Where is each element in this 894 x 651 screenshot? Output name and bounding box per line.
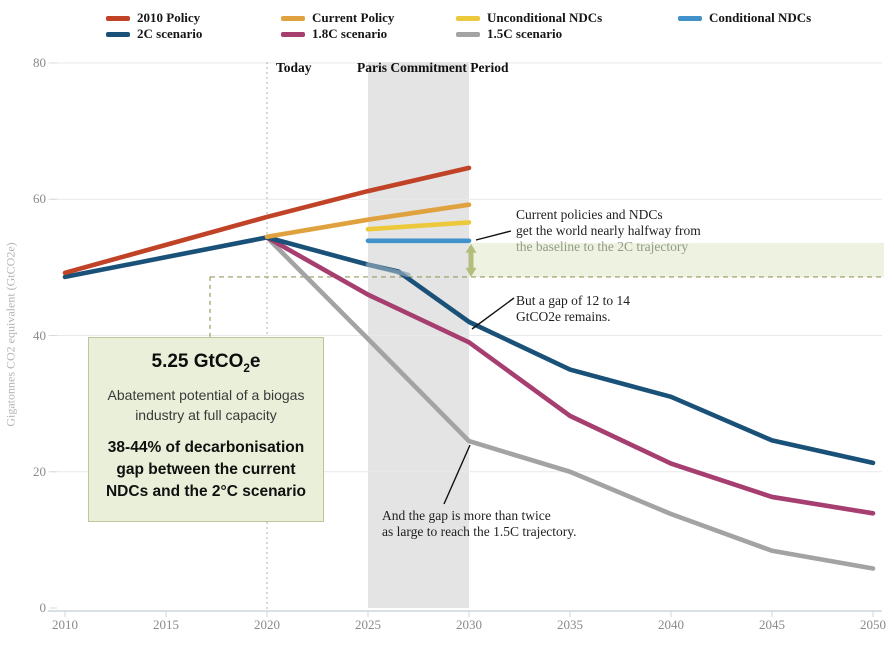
legend-label: 2C scenario (137, 26, 203, 41)
y-tick-label-40: 40 (33, 327, 46, 343)
annotation-gap: But a gap of 12 to 14 GtCO2e remains. (516, 293, 630, 325)
annotation-line: get the world nearly halfway from (516, 222, 701, 238)
annotation-line: as large to reach the 1.5C trajectory. (382, 523, 577, 539)
legend-swatch (106, 31, 130, 37)
gap-arrow-head-down (465, 267, 477, 277)
legend-swatch (281, 15, 305, 21)
legend-label: 2010 Policy (137, 10, 201, 25)
series-line-1-8c-scenario (264, 235, 876, 516)
y-tick-label-60: 60 (33, 191, 46, 207)
legend-swatch (106, 15, 130, 21)
today-label: Today (276, 60, 312, 75)
callout-line-halfway (475, 230, 512, 241)
series-line-2010-policy (62, 165, 472, 276)
paris-period-label: Paris Commitment Period (357, 60, 509, 75)
legend-label: 1.5C scenario (487, 26, 563, 41)
legend-item-current-policy: Current Policy (281, 10, 394, 26)
x-tick-label-2035: 2035 (557, 617, 583, 632)
legend-label: 1.8C scenario (312, 26, 388, 41)
abatement-callout-box: 5.25 GtCO2e Abatement potential of a bio… (88, 337, 324, 522)
series-line-2c-scenario (62, 235, 876, 466)
legend-label: Current Policy (312, 10, 395, 25)
y-tick-label-20: 20 (33, 463, 46, 479)
x-tick-label-2030: 2030 (456, 617, 482, 632)
legend-swatch (678, 15, 702, 21)
annotation-line: Current policies and NDCs (516, 207, 663, 222)
series-line-unconditional-ndcs (365, 220, 472, 232)
annotation-halfway: Current policies and NDCs get the world … (516, 207, 701, 254)
decarbonisation-gap-share: 38-44% of decarbonisation gap between th… (105, 438, 306, 500)
callout-line-gap-15c (443, 444, 471, 505)
annotation-line: the baseline to the 2C trajectory (516, 238, 689, 254)
series-line-current-policy (264, 202, 472, 240)
annotation-line: And the gap is more than twice (382, 508, 551, 523)
callout-line-gap (471, 297, 515, 330)
y-tick-label-80: 80 (33, 55, 46, 70)
x-tick-label-2050: 2050 (860, 617, 886, 632)
annotation-gap-15c: And the gap is more than twice as large … (382, 508, 577, 540)
legend-label: Unconditional NDCs (487, 10, 603, 25)
x-tick-label-2040: 2040 (658, 617, 684, 632)
abatement-description: Abatement potential of a biogas industry… (107, 386, 305, 423)
x-tick-label-2045: 2045 (759, 617, 785, 632)
legend-item-unconditional-ndcs: Unconditional NDCs (456, 10, 602, 26)
x-tick-label-2015: 2015 (153, 617, 179, 632)
legend-swatch (281, 31, 305, 37)
legend-item-conditional-ndcs: Conditional NDCs (678, 10, 811, 26)
annotation-line: GtCO2e remains. (516, 308, 611, 324)
gap-arrow-head-up (465, 243, 477, 253)
series-line-1-5c-scenario (264, 235, 876, 571)
annotation-line: But a gap of 12 to 14 (516, 293, 630, 308)
legend-item-2c-scenario: 2C scenario (106, 26, 202, 42)
x-tick-label-2025: 2025 (355, 617, 381, 632)
legend-swatch (456, 31, 480, 37)
legend-swatch (456, 15, 480, 21)
series-overlay-segment (365, 262, 411, 278)
y-tick-label-0: 0 (39, 600, 47, 615)
legend-item-2010-policy: 2010 Policy (106, 10, 200, 26)
legend-item-1-8c-scenario: 1.8C scenario (281, 26, 387, 42)
x-tick-label-2010: 2010 (52, 617, 78, 632)
legend-label: Conditional NDCs (709, 10, 812, 25)
gap-highlight-band (469, 242, 884, 277)
abatement-value: 5.25 GtCO2e (151, 351, 261, 375)
legend-item-1-5c-scenario: 1.5C scenario (456, 26, 562, 42)
x-tick-label-2020: 2020 (254, 617, 280, 632)
